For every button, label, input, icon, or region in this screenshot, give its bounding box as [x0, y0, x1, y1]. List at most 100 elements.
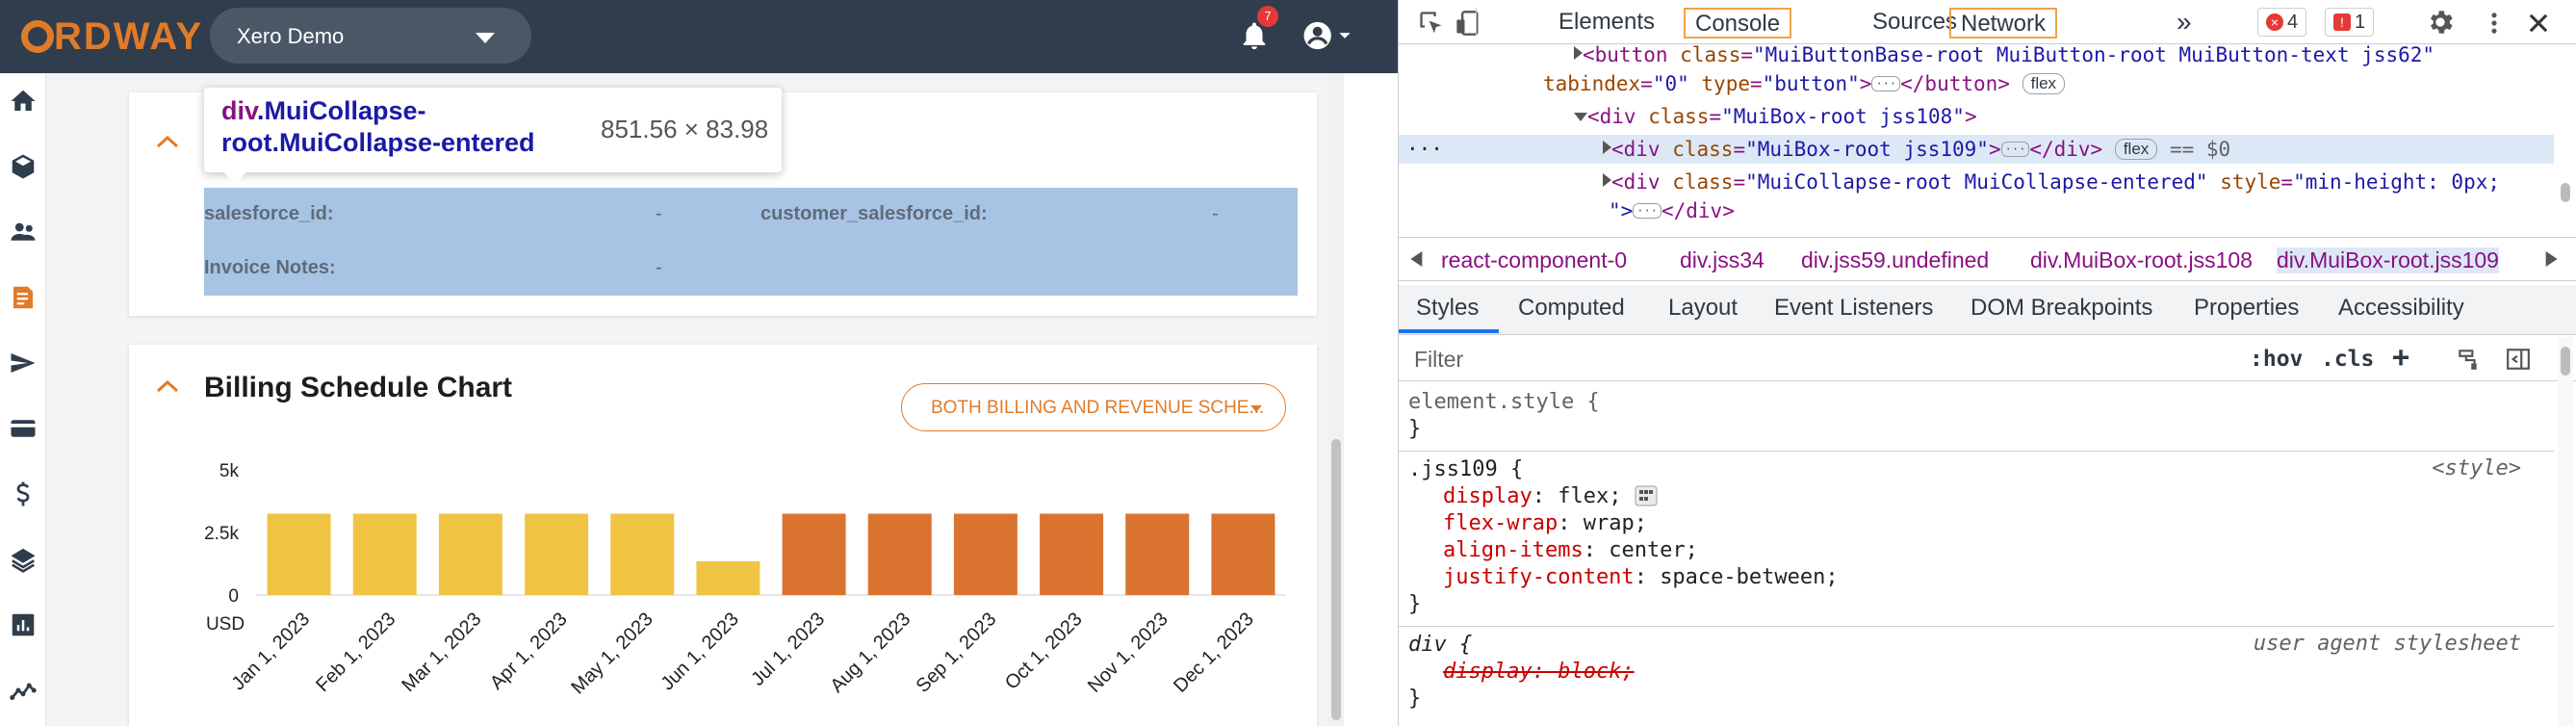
chart-bar[interactable]: [267, 513, 331, 596]
chart-bar[interactable]: [867, 513, 932, 596]
account-icon[interactable]: [1300, 19, 1357, 52]
dom-node-button-cont[interactable]: tabindex="0" type="button"> ··· </button> …: [1399, 69, 2554, 98]
more-tabs-icon[interactable]: »: [2177, 7, 2192, 37]
flex-badge[interactable]: flex: [2022, 73, 2066, 94]
subtab-event-listeners[interactable]: Event Listeners: [1774, 295, 1934, 321]
breadcrumb-left-icon[interactable]: [1410, 251, 1424, 267]
flex-badge[interactable]: flex: [2114, 139, 2158, 160]
ellipsis-icon[interactable]: ···: [1871, 76, 1901, 91]
element-style-selector[interactable]: element.style {: [1408, 390, 1600, 414]
cls-toggle[interactable]: .cls: [2321, 347, 2375, 372]
breadcrumb-item[interactable]: react-component-0: [1441, 247, 1628, 272]
collapse-chevron-icon[interactable]: [156, 135, 179, 148]
card-icon[interactable]: [9, 414, 38, 443]
logo-letter: W: [113, 15, 150, 58]
dom-node-collapse-cont[interactable]: "> ··· </div>: [1399, 196, 2554, 225]
expand-triangle-icon[interactable]: [1603, 173, 1611, 187]
device-toolbar-icon[interactable]: [1455, 10, 1481, 37]
dom-node-box-109-selected[interactable]: ··· <div class="MuiBox-root jss109"> ··· </…: [1399, 135, 2554, 164]
chart-bar[interactable]: [953, 513, 1018, 596]
kebab-menu-icon[interactable]: [2481, 10, 2508, 37]
dom-node-button[interactable]: <button class="MuiButtonBase-root MuiBut…: [1399, 44, 2554, 69]
css-property-display-overridden[interactable]: display: block;: [1408, 659, 1635, 686]
subtab-dom-breakpoints[interactable]: DOM Breakpoints: [1971, 295, 2153, 321]
issue-count-badge[interactable]: ! 1: [2325, 8, 2375, 37]
customers-icon[interactable]: [9, 218, 38, 246]
styles-rules: element.style { } .jss109 { <style> disp…: [1399, 385, 2554, 726]
collapse-chevron-icon[interactable]: [156, 379, 179, 393]
tab-console[interactable]: Console: [1684, 8, 1792, 39]
div-selector[interactable]: div {: [1408, 633, 1473, 657]
jss109-source-link[interactable]: <style>: [2432, 456, 2521, 480]
chart-bar[interactable]: [438, 513, 502, 596]
chart-bar[interactable]: [782, 513, 846, 596]
color-format-icon[interactable]: [2456, 347, 2481, 372]
css-property-justify-content[interactable]: justify-content: space-between;: [1443, 565, 1839, 589]
hov-toggle[interactable]: :hov: [2250, 347, 2304, 372]
reports-icon[interactable]: [9, 610, 38, 639]
css-property-display[interactable]: display: flex;: [1408, 483, 1658, 510]
gear-icon[interactable]: [2425, 7, 2456, 38]
inspect-element-icon[interactable]: [1418, 10, 1445, 37]
dom-attr-name: class: [1648, 105, 1710, 128]
jss109-selector[interactable]: .jss109 {: [1408, 457, 1524, 481]
collapse-triangle-icon[interactable]: [1574, 113, 1587, 121]
dom-node-box-108[interactable]: <div class="MuiBox-root jss108">: [1399, 102, 2554, 131]
toggle-sidebar-icon[interactable]: [2506, 347, 2531, 372]
breadcrumb-right-icon[interactable]: [2544, 251, 2558, 267]
chart-bar[interactable]: [1125, 513, 1190, 596]
dom-scrollbar-thumb[interactable]: [2561, 183, 2570, 202]
ellipsis-icon[interactable]: ···: [1633, 203, 1662, 219]
subtab-layout[interactable]: Layout: [1668, 295, 1739, 321]
chart-bar[interactable]: [696, 560, 760, 595]
tab-sources[interactable]: Sources: [1872, 9, 1958, 35]
send-icon[interactable]: [9, 349, 38, 377]
box-icon[interactable]: [9, 152, 38, 181]
css-property-align-items[interactable]: align-items: center;: [1443, 538, 1698, 562]
dom-node-collapse[interactable]: <div class="MuiCollapse-root MuiCollapse…: [1399, 168, 2554, 196]
subtab-accessibility[interactable]: Accessibility: [2338, 295, 2464, 321]
org-select[interactable]: Xero Demo: [210, 8, 531, 64]
billing-icon[interactable]: [9, 283, 38, 312]
bell-icon[interactable]: [1238, 17, 1271, 54]
tab-elements[interactable]: Elements: [1558, 9, 1656, 35]
styles-scrollbar-thumb[interactable]: [2561, 347, 2570, 376]
y-axis-unit-label: USD: [206, 614, 245, 635]
css-property-flex-wrap[interactable]: flex-wrap: wrap;: [1443, 511, 1647, 535]
expand-triangle-icon[interactable]: [1574, 46, 1583, 60]
subtab-styles[interactable]: Styles: [1416, 295, 1480, 321]
chart-bar[interactable]: [610, 513, 675, 596]
page-scrollbar-thumb[interactable]: [1331, 439, 1341, 720]
tab-network[interactable]: Network: [1949, 8, 2058, 39]
breadcrumb-item-selected[interactable]: div.MuiBox-root.jss109: [2277, 247, 2499, 273]
chart-bar[interactable]: [352, 513, 417, 596]
new-rule-icon[interactable]: +: [2392, 341, 2410, 375]
styles-filter-input[interactable]: Filter: [1414, 347, 1464, 372]
ordway-logo[interactable]: RDWAY: [21, 15, 203, 59]
chart-bar[interactable]: [1040, 513, 1104, 596]
dom-tag: <button: [1583, 44, 1681, 66]
home-icon[interactable]: [9, 87, 38, 116]
subtab-properties[interactable]: Properties: [2194, 295, 2300, 321]
dom-node-menu-icon[interactable]: ···: [1406, 138, 1443, 161]
subtab-computed[interactable]: Computed: [1518, 295, 1625, 321]
flexbox-editor-icon[interactable]: [1635, 485, 1658, 506]
dom-tag-end: >: [1964, 105, 1977, 128]
breadcrumb-item[interactable]: div.jss34: [1680, 247, 1765, 272]
x-tick-label: Nov 1, 2023: [1084, 609, 1172, 697]
analytics-icon[interactable]: [9, 676, 38, 705]
ellipsis-icon[interactable]: ···: [2000, 142, 2030, 157]
styles-scrollbar[interactable]: [2558, 337, 2573, 726]
breadcrumb-item[interactable]: div.MuiBox-root.jss108: [2030, 247, 2253, 272]
layers-icon[interactable]: [9, 545, 38, 574]
expand-triangle-icon[interactable]: [1603, 141, 1611, 154]
schedule-type-dropdown[interactable]: BOTH BILLING AND REVENUE SCHE...: [901, 383, 1286, 431]
chart-bar[interactable]: [1211, 513, 1275, 596]
error-count-badge[interactable]: × 4: [2257, 8, 2307, 37]
inspect-tooltip: div.MuiCollapse-root.MuiCollapse-entered…: [204, 88, 782, 172]
chart-bar[interactable]: [525, 513, 589, 596]
close-icon[interactable]: [2525, 10, 2552, 37]
dollar-icon[interactable]: [9, 480, 38, 508]
breadcrumb-item[interactable]: div.jss59.undefined: [1801, 247, 1990, 272]
